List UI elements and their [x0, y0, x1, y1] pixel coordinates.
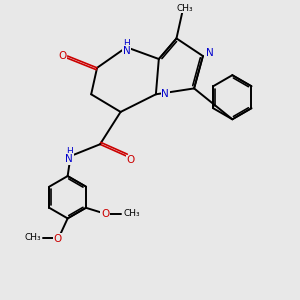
Text: N: N	[206, 48, 213, 58]
Text: N: N	[123, 46, 130, 56]
Text: H: H	[66, 147, 73, 156]
Text: N: N	[161, 89, 169, 99]
Text: O: O	[127, 155, 135, 166]
Text: O: O	[58, 51, 67, 61]
Text: O: O	[101, 209, 109, 219]
Text: CH₃: CH₃	[123, 209, 140, 218]
Text: O: O	[53, 234, 61, 244]
Text: CH₃: CH₃	[24, 233, 41, 242]
Text: H: H	[123, 39, 130, 48]
Text: CH₃: CH₃	[177, 4, 194, 13]
Text: N: N	[65, 154, 73, 164]
